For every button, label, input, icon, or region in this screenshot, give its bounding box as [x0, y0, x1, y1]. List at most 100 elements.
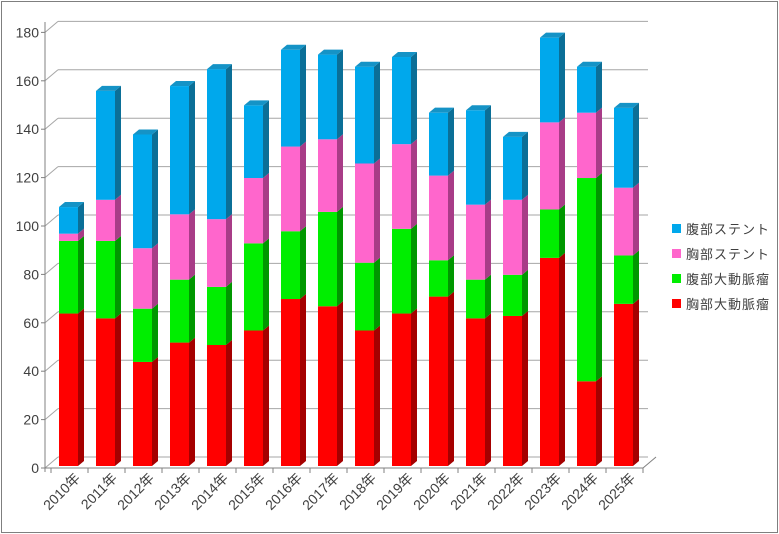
- legend-swatch: [672, 249, 681, 258]
- gridline-connector: [44, 166, 59, 178]
- bar-segment-front: [429, 175, 448, 261]
- bar-segment-side: [300, 44, 306, 147]
- bar-segment-side: [152, 303, 158, 362]
- bar-segment-side: [300, 294, 306, 466]
- bar-2014: [207, 64, 232, 466]
- bar-top-cap: [96, 85, 121, 91]
- bar-segment-side: [226, 340, 232, 466]
- bar-segment-side: [522, 131, 528, 200]
- y-tick-label: 180: [16, 24, 40, 40]
- gridline-connector: [44, 359, 59, 372]
- bar-segment-side: [411, 52, 417, 145]
- bar-segment-front: [392, 228, 411, 314]
- bar-segment-side: [485, 199, 491, 280]
- bar-segment-side: [633, 298, 639, 466]
- bar-segment-front: [170, 279, 189, 343]
- y-tick-label: 120: [16, 170, 40, 186]
- legend-swatch: [672, 299, 681, 308]
- y-tick-label: 0: [31, 460, 39, 476]
- bar-2016: [281, 44, 306, 466]
- bar-segment-front: [355, 66, 374, 164]
- bar-segment-front: [392, 313, 411, 466]
- x-axis-label: 2022年: [484, 470, 527, 513]
- x-axis-label: 2016年: [262, 470, 305, 513]
- bar-segment-side: [263, 238, 269, 331]
- bar-segment-side: [152, 129, 158, 249]
- bar-2019: [392, 52, 417, 466]
- bar-top-cap: [540, 32, 565, 38]
- bar-segment-side: [559, 32, 565, 123]
- bar-segment-side: [559, 117, 565, 210]
- bar-segment-front: [355, 163, 374, 263]
- bar-segment-front: [207, 345, 226, 466]
- floor-right-edge: [642, 456, 657, 469]
- bar-segment-front: [170, 342, 189, 466]
- bar-segment-side: [226, 214, 232, 287]
- bar-segment-side: [337, 49, 343, 140]
- bar-segment-front: [540, 209, 559, 258]
- bar-segment-front: [133, 134, 152, 249]
- gridline-connector: [44, 408, 59, 420]
- bar-segment-side: [596, 173, 602, 382]
- bar-segment-side: [374, 257, 380, 331]
- x-axis-label: 2011年: [78, 470, 121, 513]
- bar-segment-front: [503, 136, 522, 200]
- bar-segment-front: [540, 122, 559, 210]
- y-tick-label: 140: [16, 121, 40, 137]
- bar-segment-front: [207, 219, 226, 287]
- bar-segment-side: [596, 107, 602, 179]
- bar-segment-front: [318, 306, 337, 466]
- bar-segment-front: [355, 330, 374, 466]
- bar-segment-front: [429, 260, 448, 297]
- bar-segment-side: [78, 228, 84, 241]
- bar-segment-front: [244, 330, 263, 466]
- bar-segment-side: [115, 85, 121, 200]
- bar-segment-side: [189, 337, 195, 466]
- y-tick-label: 80: [23, 266, 39, 282]
- bar-segment-front: [392, 144, 411, 229]
- x-axis-label: 2018年: [336, 470, 379, 513]
- bar-segment-side: [263, 173, 269, 244]
- legend: 腹部ステント 胸部ステント 腹部大動脈瘤 胸部大動脈瘤: [672, 216, 770, 316]
- bar-segment-front: [614, 107, 633, 188]
- bar-segment-side: [115, 313, 121, 466]
- bar-2011: [96, 85, 121, 466]
- bar-segment-side: [522, 269, 528, 316]
- x-axis-label: 2021年: [447, 470, 490, 513]
- bar-segment-side: [411, 308, 417, 466]
- bar-segment-side: [226, 281, 232, 345]
- bar-segment-front: [59, 240, 78, 314]
- bar-2024: [577, 61, 602, 466]
- bar-segment-front: [59, 233, 78, 241]
- bar-segment-side: [189, 274, 195, 343]
- bar-segment-side: [226, 64, 232, 220]
- legend-label: 胸部大動脈瘤: [686, 297, 771, 312]
- bar-segment-front: [466, 110, 485, 205]
- gridline-connector: [44, 21, 59, 33]
- legend-item: 腹部大動脈瘤: [672, 266, 770, 291]
- bar-segment-side: [596, 61, 602, 113]
- bar-segment-side: [448, 107, 454, 176]
- bar-segment-front: [244, 105, 263, 179]
- gridline-connector: [44, 214, 59, 227]
- bar-segment-side: [485, 274, 491, 319]
- bar-segment-side: [522, 194, 528, 275]
- bar-segment-side: [115, 194, 121, 241]
- bar-segment-front: [318, 211, 337, 307]
- bar-top-cap: [614, 102, 639, 108]
- bar-top-cap: [170, 81, 195, 87]
- bar-segment-front: [466, 204, 485, 280]
- bar-segment-side: [374, 325, 380, 466]
- bar-2022: [503, 131, 528, 466]
- y-tick-label: 60: [23, 315, 39, 331]
- bar-segment-side: [596, 376, 602, 466]
- bar-segment-front: [96, 90, 115, 200]
- bar-segment-side: [115, 235, 121, 319]
- bar-segment-front: [318, 139, 337, 212]
- bar-segment-side: [152, 356, 158, 466]
- bar-segment-side: [448, 291, 454, 466]
- bar-top-cap: [466, 105, 491, 111]
- bar-segment-front: [392, 57, 411, 145]
- bar-segment-front: [133, 361, 152, 466]
